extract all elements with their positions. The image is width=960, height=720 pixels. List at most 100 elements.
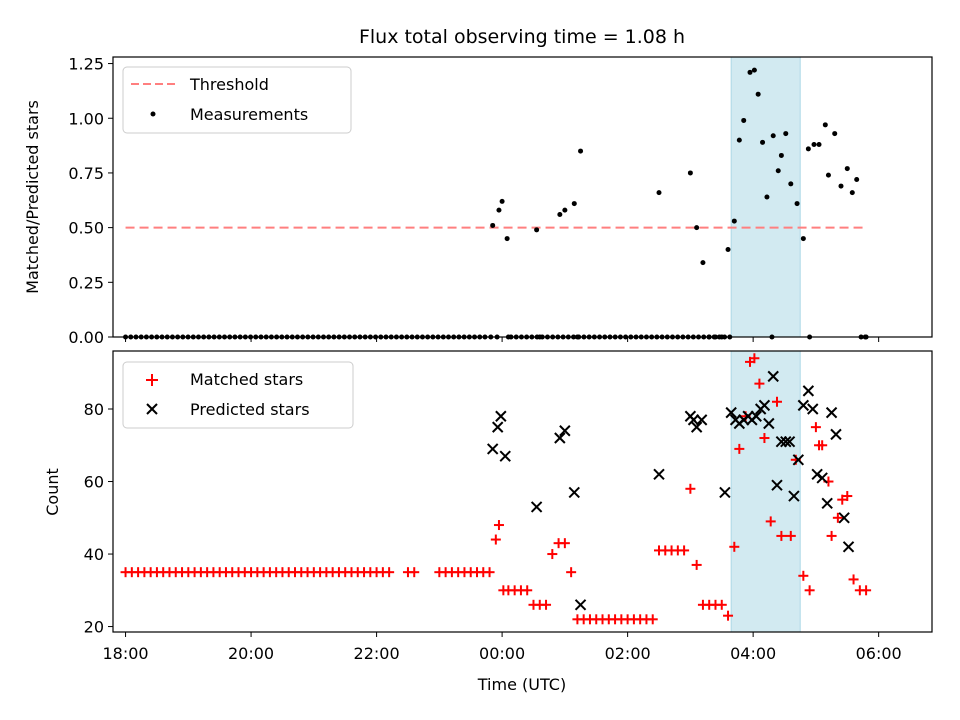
measurement-point (741, 117, 747, 123)
predicted-star-point (574, 599, 587, 611)
legend-predicted-label: Predicted stars (190, 400, 310, 419)
bottom-ytick-label: 20 (84, 618, 104, 637)
predicted-star-point (816, 472, 828, 484)
measurement-point (747, 69, 753, 75)
measurement-point (490, 222, 496, 228)
bottom-xtick-label: 22:00 (354, 644, 400, 663)
measurement-point (844, 166, 850, 172)
predicted-star-point (802, 385, 815, 397)
measurement-point (571, 201, 577, 207)
measurement-point (854, 177, 860, 182)
matched-star-point (484, 567, 495, 578)
measurement-point (694, 225, 700, 231)
matched-star-point (759, 433, 770, 444)
bottom-xtick-label: 02:00 (605, 644, 651, 663)
bottom-axes-frame (112, 350, 933, 633)
matched-star-point (490, 534, 501, 545)
predicted-star-point (687, 414, 700, 426)
predicted-star-point (719, 486, 731, 499)
matched-star-point (522, 585, 533, 596)
bottom-ytick-label: 60 (84, 473, 104, 492)
bottom-legend-box (122, 361, 354, 429)
matched-star-point (861, 585, 872, 596)
matched-star-point (685, 483, 696, 494)
measurement-point (778, 152, 784, 158)
chart-title: Flux total observing time = 1.08 h (359, 26, 685, 48)
legend-matched-swatch (146, 374, 158, 386)
matched-star-point (810, 422, 821, 433)
measurement-point (825, 172, 831, 178)
matched-star-point (691, 559, 702, 570)
matched-star-point (384, 567, 395, 578)
measurement-point (764, 194, 770, 200)
legend-measurements-label: Measurements (190, 105, 308, 124)
top-ylabel: Matched/Predicted stars (23, 100, 42, 294)
predicted-star-point (767, 370, 779, 383)
matched-star-point (754, 378, 765, 389)
measurement-point (725, 247, 731, 252)
matched-star-point (679, 545, 690, 556)
measurement-point (751, 67, 757, 73)
measurement-point (849, 190, 855, 196)
bottom-xtick-label: 04:00 (730, 644, 776, 663)
predicted-star-point (750, 410, 762, 422)
matched-star-point (493, 520, 504, 531)
bottom-ytick-label: 80 (84, 400, 104, 419)
predicted-star-point (559, 425, 571, 437)
measurement-point (496, 207, 502, 213)
measurement-point (775, 168, 781, 174)
matched-star-point (785, 530, 796, 541)
predicted-star-point (783, 435, 796, 448)
predicted-star-point (554, 432, 566, 444)
matched-star-point (734, 443, 745, 454)
top-ytick-label: 0.75 (68, 164, 104, 183)
measurement-point (788, 181, 794, 187)
measurement-point (805, 146, 811, 152)
predicted-star-point (807, 403, 819, 415)
matched-star-point (832, 512, 843, 523)
measurement-point (562, 207, 568, 213)
legend-measurements-swatch (150, 111, 156, 117)
measurement-point (578, 148, 584, 154)
measurement-point (534, 227, 540, 233)
predicted-star-point (568, 486, 580, 499)
predicted-star-point (775, 435, 788, 448)
measurement-point (736, 137, 742, 143)
predicted-star-point (530, 501, 543, 513)
predicted-star-point (771, 479, 783, 491)
top-axes-frame (112, 56, 933, 338)
predicted-star-point (838, 512, 850, 524)
bottom-panel: 20 40 60 80 18:00 20:00 22:00 00:00 02:00 04:00 0… (43, 350, 933, 694)
matched-star-point (541, 599, 552, 610)
predicted-star-point (780, 435, 792, 448)
predicted-star-point (758, 399, 771, 412)
measurement-point (770, 133, 776, 139)
top-panel: 0.00 0.25 0.50 0.75 1.00 1.25 Matched/Predict… (23, 55, 933, 347)
top-ytick-label: 0.25 (68, 273, 104, 292)
predicted-star-point (830, 428, 842, 441)
bottom-legend: Matched stars Predicted stars (122, 361, 354, 429)
predicted-star-point (695, 414, 708, 426)
predicted-star-point (653, 468, 665, 480)
measurement-point (816, 142, 822, 147)
measurement-point (822, 122, 828, 128)
top-ytick-label: 1.25 (68, 55, 104, 74)
measurement-point (838, 183, 844, 189)
bottom-ylabel: Count (43, 468, 62, 516)
matched-star-point (716, 599, 727, 610)
measurement-point (800, 236, 806, 242)
predicted-star-point (492, 421, 504, 433)
matched-star-point (547, 549, 558, 560)
measurement-point (832, 131, 838, 137)
top-ytick-label: 1.00 (68, 109, 104, 128)
measurement-point (557, 212, 563, 217)
measurement-point (731, 218, 737, 224)
matched-star-point (804, 585, 815, 596)
predicted-star-point (842, 541, 855, 553)
measurement-point (783, 131, 789, 137)
matched-star-point (566, 567, 577, 578)
matched-star-point (749, 353, 760, 364)
measurement-point (700, 260, 706, 266)
matched-star-point (723, 610, 734, 621)
